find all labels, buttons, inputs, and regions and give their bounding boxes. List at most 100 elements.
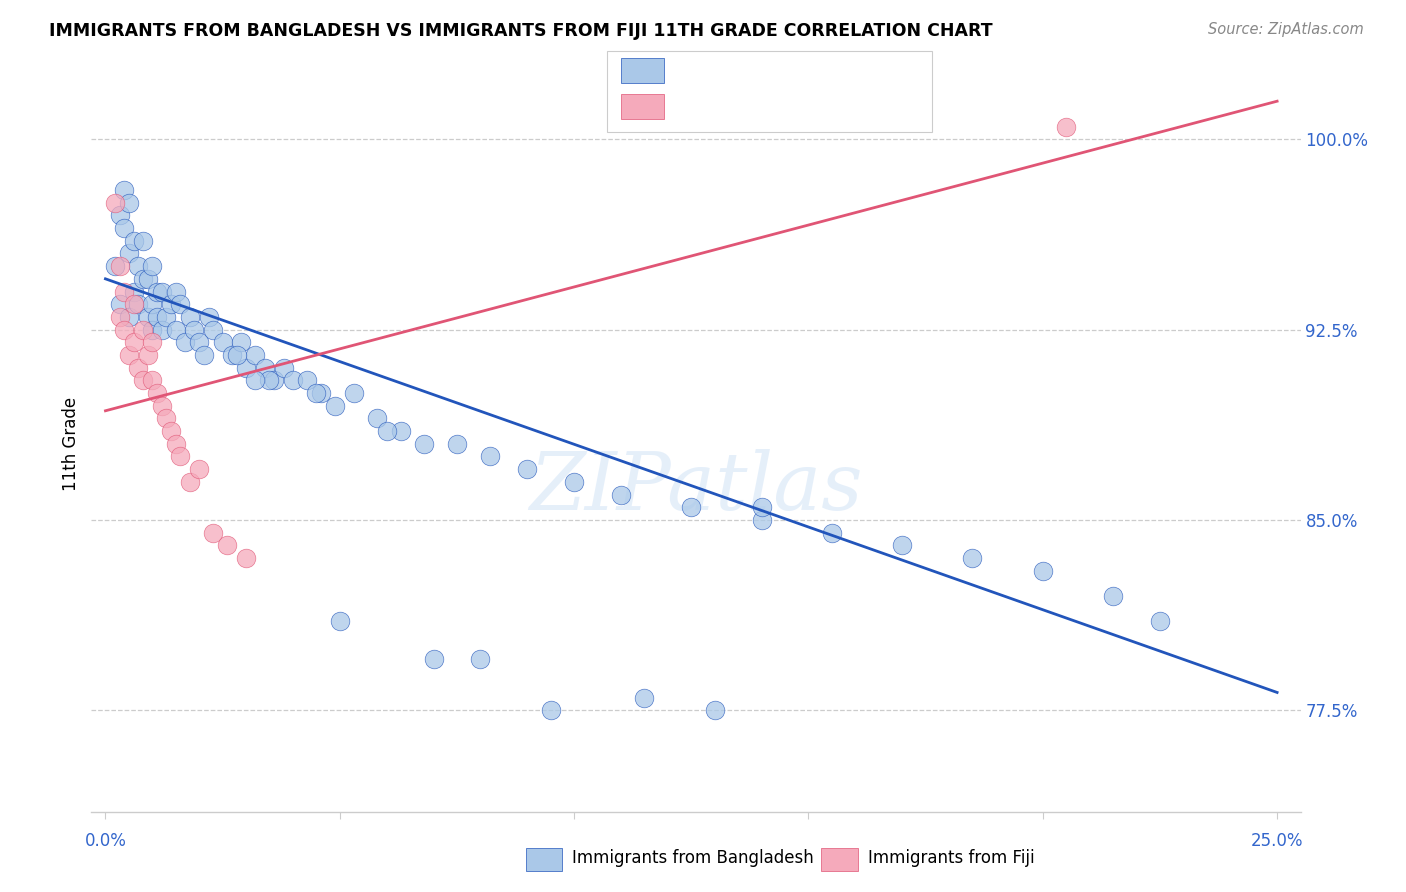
Point (179, 475, 201, 489)
Point (118, 195, 141, 210)
Point (160, 424, 183, 438)
Point (112, 322, 135, 336)
Text: 25.0%: 25.0% (1251, 832, 1303, 850)
Point (150, 399, 173, 413)
Point (141, 259, 163, 273)
Point (1054, 120, 1077, 134)
Point (112, 183, 135, 197)
Point (193, 348, 215, 362)
Point (245, 348, 267, 362)
Text: R =: R = (676, 97, 707, 115)
Point (132, 373, 155, 387)
Point (263, 373, 285, 387)
Point (122, 335, 145, 350)
Point (891, 538, 914, 552)
Point (245, 373, 267, 387)
Point (141, 322, 163, 336)
Point (633, 690, 655, 705)
Point (197, 310, 219, 324)
Point (127, 360, 149, 375)
Point (389, 424, 412, 438)
Text: 26: 26 (845, 97, 868, 115)
Y-axis label: 11th Grade: 11th Grade (62, 397, 80, 491)
Point (108, 259, 131, 273)
Point (610, 487, 633, 501)
Point (155, 310, 177, 324)
Text: N =: N = (803, 62, 834, 79)
Point (516, 462, 538, 476)
Point (169, 450, 191, 464)
Point (259, 373, 281, 387)
Text: ZIPatlas: ZIPatlas (529, 450, 863, 526)
Point (104, 195, 127, 210)
Point (146, 285, 169, 299)
Point (183, 322, 205, 336)
Text: Immigrants from Bangladesh: Immigrants from Bangladesh (572, 849, 814, 867)
Point (231, 335, 253, 350)
Point (112, 221, 135, 235)
Point (146, 386, 169, 401)
Point (422, 652, 444, 666)
Point (127, 297, 149, 311)
Point (127, 259, 149, 273)
Point (225, 348, 247, 362)
Point (202, 525, 225, 540)
Text: Source: ZipAtlas.com: Source: ZipAtlas.com (1208, 22, 1364, 37)
Point (141, 297, 163, 311)
Point (446, 436, 468, 450)
Point (155, 411, 177, 425)
Point (118, 246, 141, 260)
Point (165, 322, 187, 336)
Point (165, 285, 187, 299)
Point (141, 335, 163, 350)
Point (118, 348, 141, 362)
Point (295, 373, 318, 387)
Point (366, 411, 388, 425)
Point (1102, 589, 1125, 603)
Point (1032, 564, 1054, 578)
Point (136, 272, 159, 286)
Text: 76: 76 (845, 62, 868, 79)
Point (323, 399, 346, 413)
Point (703, 703, 725, 717)
Point (751, 500, 773, 515)
Point (413, 436, 436, 450)
Point (150, 285, 173, 299)
Point (146, 310, 169, 324)
Point (108, 310, 131, 324)
Point (821, 525, 844, 540)
Point (329, 615, 352, 629)
Point (309, 386, 332, 401)
Point (188, 335, 211, 350)
Point (235, 360, 257, 375)
Text: -0.468: -0.468 (730, 62, 789, 79)
Point (273, 360, 295, 375)
Point (132, 322, 155, 336)
Point (122, 234, 145, 248)
Point (470, 652, 492, 666)
Text: 0.359: 0.359 (730, 97, 782, 115)
Point (751, 513, 773, 527)
Point (188, 462, 211, 476)
Point (281, 373, 304, 387)
Point (118, 310, 141, 324)
Point (1149, 615, 1171, 629)
Point (108, 297, 131, 311)
Point (169, 297, 191, 311)
Point (122, 285, 145, 299)
Point (211, 335, 233, 350)
Point (221, 348, 243, 362)
Point (478, 450, 501, 464)
Point (174, 335, 197, 350)
Point (132, 234, 155, 248)
Point (962, 551, 984, 566)
Point (150, 322, 173, 336)
Point (343, 386, 366, 401)
Point (160, 297, 183, 311)
Point (104, 259, 127, 273)
Point (375, 424, 398, 438)
Point (202, 322, 225, 336)
Text: 0.0%: 0.0% (84, 832, 127, 850)
Point (253, 360, 276, 375)
Point (112, 285, 135, 299)
